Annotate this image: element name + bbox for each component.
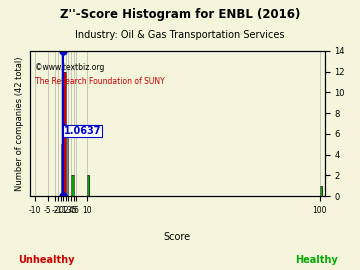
Bar bbox=[71, 176, 73, 196]
Bar bbox=[60, 144, 63, 196]
Text: Industry: Oil & Gas Transportation Services: Industry: Oil & Gas Transportation Servi… bbox=[75, 30, 285, 40]
Y-axis label: Number of companies (42 total): Number of companies (42 total) bbox=[15, 56, 24, 191]
Bar bbox=[63, 72, 66, 196]
X-axis label: Score: Score bbox=[163, 231, 191, 241]
Text: Healthy: Healthy bbox=[296, 255, 338, 265]
Text: Unhealthy: Unhealthy bbox=[19, 255, 75, 265]
Bar bbox=[320, 186, 322, 196]
Text: ©www.textbiz.org: ©www.textbiz.org bbox=[36, 63, 105, 72]
Text: Z''-Score Histogram for ENBL (2016): Z''-Score Histogram for ENBL (2016) bbox=[60, 8, 300, 21]
Bar bbox=[66, 134, 68, 196]
Bar bbox=[86, 176, 89, 196]
Text: The Research Foundation of SUNY: The Research Foundation of SUNY bbox=[36, 77, 165, 86]
Text: 1.0637: 1.0637 bbox=[63, 126, 101, 136]
